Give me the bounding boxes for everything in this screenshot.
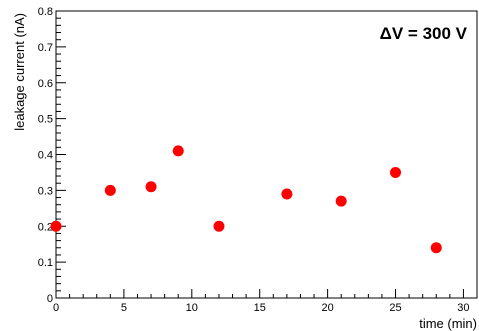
x-tick-label: 0	[53, 302, 59, 314]
y-tick-label: 0.5	[38, 114, 53, 126]
y-tick-label: 0.6	[38, 78, 53, 90]
x-tick-label: 5	[121, 302, 127, 314]
axis-ticks	[55, 10, 478, 299]
x-tick-label: 15	[254, 302, 266, 314]
y-tick-label: 0.3	[38, 185, 53, 197]
data-point	[213, 220, 225, 232]
x-tick-label: 30	[457, 302, 469, 314]
data-point	[172, 145, 184, 157]
axis-tick-labels: 0 0.1 0.2 0.3 0.4 0.5 0.6 0.7 0.8 0 5 10 15 20 25 30	[38, 6, 470, 314]
data-point	[50, 220, 62, 232]
x-tick-label: 10	[186, 302, 198, 314]
y-tick-label: 0.8	[38, 6, 53, 18]
voltage-annotation: ΔV = 300 V	[380, 24, 468, 43]
x-tick-label: 20	[321, 302, 333, 314]
y-tick-label: 0.2	[38, 221, 53, 233]
data-point	[281, 188, 293, 200]
data-points	[50, 145, 442, 254]
data-point	[145, 181, 157, 193]
plot-frame	[55, 10, 478, 299]
y-tick-label: 0.7	[38, 42, 53, 54]
data-point	[430, 242, 442, 254]
y-tick-label: 0.1	[38, 257, 53, 269]
data-point	[335, 195, 347, 207]
data-point	[104, 184, 116, 196]
data-point	[390, 166, 402, 178]
x-tick-label: 25	[389, 302, 401, 314]
y-axis-title: leakage current (nA)	[12, 13, 27, 131]
x-axis-title: time (min)	[419, 316, 477, 331]
y-tick-label: 0	[47, 293, 53, 305]
y-tick-label: 0.4	[38, 150, 53, 162]
